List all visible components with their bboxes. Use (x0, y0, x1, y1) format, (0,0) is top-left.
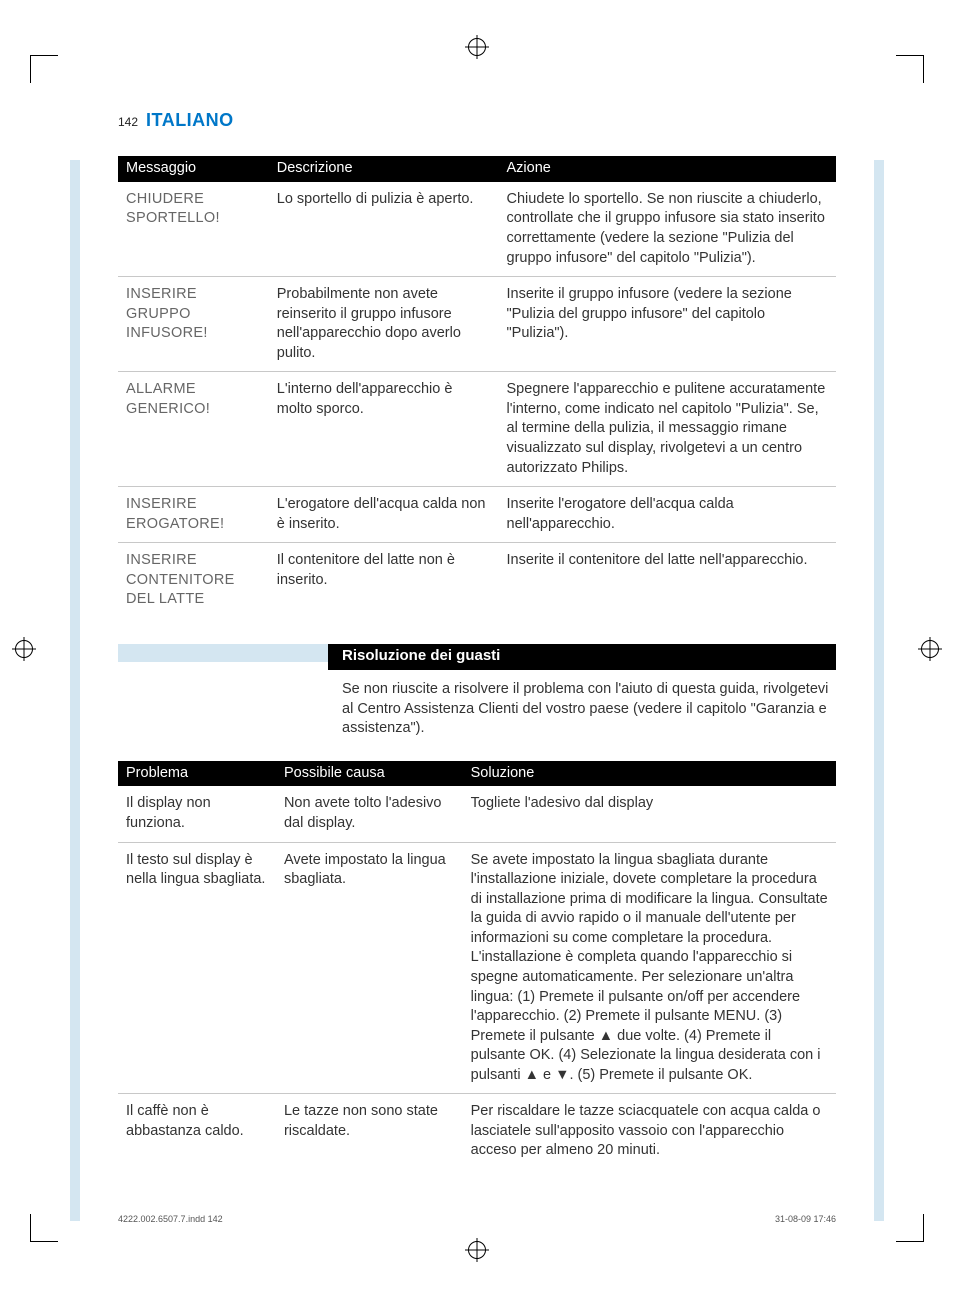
table-row: INSERIRE EROGATORE! L'erogatore dell'acq… (118, 487, 836, 543)
col-header-problem: Problema (118, 761, 276, 787)
table-row: INSERIRE GRUPPO INFUSORE! Probabilmente … (118, 277, 836, 372)
solution-cell: Togliete l'adesivo dal display (463, 786, 836, 842)
table-row: Il caffè non è abbastanza caldo. Le tazz… (118, 1094, 836, 1169)
problems-table: Problema Possibile causa Soluzione Il di… (118, 761, 836, 1169)
troubleshoot-title: Risoluzione dei guasti (328, 644, 836, 670)
message-cell: INSERIRE GRUPPO INFUSORE! (118, 277, 269, 372)
description-cell: Lo sportello di pulizia è aperto. (269, 182, 499, 277)
messages-table: Messaggio Descrizione Azione CHIUDERE SP… (118, 156, 836, 618)
troubleshoot-header: Risoluzione dei guasti (118, 644, 836, 670)
troubleshoot-tab-accent (118, 644, 328, 662)
left-margin-bar (70, 160, 80, 1221)
problem-cell: Il display non funziona. (118, 786, 276, 842)
action-cell: Inserite il contenitore del latte nell'a… (499, 543, 836, 618)
message-cell: ALLARME GENERICO! (118, 372, 269, 487)
crop-mark (896, 1214, 924, 1242)
page-footer: 4222.002.6507.7.indd 142 31-08-09 17:46 (118, 1213, 836, 1225)
action-cell: Inserite l'erogatore dell'acqua calda ne… (499, 487, 836, 543)
solution-cell: Se avete impostato la lingua sbagliata d… (463, 842, 836, 1094)
crop-mark (896, 55, 924, 83)
col-header-solution: Soluzione (463, 761, 836, 787)
table-row: Il testo sul display è nella lingua sbag… (118, 842, 836, 1094)
table-row: INSERIRE CONTENITORE DEL LATTE Il conten… (118, 543, 836, 618)
col-header-cause: Possibile causa (276, 761, 463, 787)
action-cell: Chiudete lo sportello. Se non riuscite a… (499, 182, 836, 277)
table-row: ALLARME GENERICO! L'interno dell'apparec… (118, 372, 836, 487)
footer-filename: 4222.002.6507.7.indd 142 (118, 1213, 223, 1225)
col-header-action: Azione (499, 156, 836, 182)
page-number: 142 (118, 114, 138, 130)
crop-mark (30, 1214, 58, 1242)
registration-mark-icon (15, 640, 33, 658)
description-cell: L'interno dell'apparecchio è molto sporc… (269, 372, 499, 487)
registration-mark-icon (468, 38, 486, 56)
registration-mark-icon (468, 1241, 486, 1259)
message-cell: CHIUDERE SPORTELLO! (118, 182, 269, 277)
cause-cell: Non avete tolto l'adesivo dal display. (276, 786, 463, 842)
troubleshoot-intro-text: Se non riuscite a risolvere il problema … (342, 670, 836, 761)
table-row: Il display non funziona. Non avete tolto… (118, 786, 836, 842)
problem-cell: Il caffè non è abbastanza caldo. (118, 1094, 276, 1169)
description-cell: Probabilmente non avete reinserito il gr… (269, 277, 499, 372)
message-cell: INSERIRE EROGATORE! (118, 487, 269, 543)
description-cell: L'erogatore dell'acqua calda non è inser… (269, 487, 499, 543)
registration-mark-icon (921, 640, 939, 658)
footer-datetime: 31-08-09 17:46 (775, 1213, 836, 1225)
problem-cell: Il testo sul display è nella lingua sbag… (118, 842, 276, 1094)
table-row: CHIUDERE SPORTELLO! Lo sportello di puli… (118, 182, 836, 277)
col-header-description: Descrizione (269, 156, 499, 182)
crop-mark (30, 55, 58, 83)
section-language-title: ITALIANO (146, 108, 234, 132)
page-container: 142 ITALIANO Messaggio Descrizione Azion… (70, 90, 884, 1227)
description-cell: Il contenitore del latte non è inserito. (269, 543, 499, 618)
page-header: 142 ITALIANO (118, 90, 836, 156)
message-cell: INSERIRE CONTENITORE DEL LATTE (118, 543, 269, 618)
right-margin-bar (874, 160, 884, 1221)
cause-cell: Avete impostato la lingua sbagliata. (276, 842, 463, 1094)
col-header-message: Messaggio (118, 156, 269, 182)
cause-cell: Le tazze non sono state riscaldate. (276, 1094, 463, 1169)
action-cell: Spegnere l'apparecchio e pulitene accura… (499, 372, 836, 487)
action-cell: Inserite il gruppo infusore (vedere la s… (499, 277, 836, 372)
solution-cell: Per riscaldare le tazze sciacquatele con… (463, 1094, 836, 1169)
